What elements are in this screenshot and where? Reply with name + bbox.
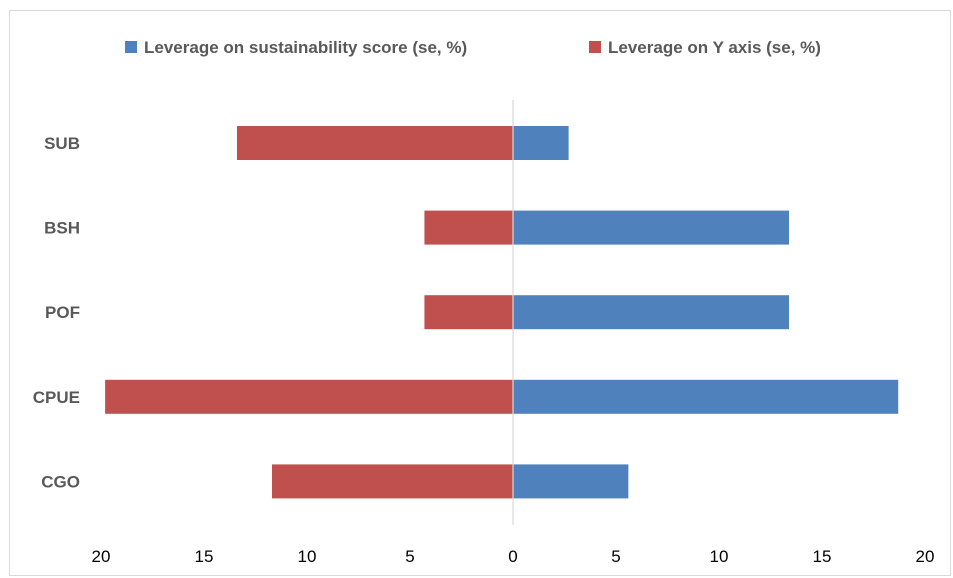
category-labels: SUB BSH POF CPUE CGO [33,134,80,491]
bar-pof-sustainability [513,295,790,330]
x-tick-label: 5 [405,547,414,566]
category-label-sub: SUB [44,134,80,153]
category-label-bsh: BSH [44,219,80,238]
legend-label-0: Leverage on sustainability score (se, %) [144,38,467,57]
bar-pof-y-axis [424,295,513,330]
category-label-pof: POF [45,303,80,322]
category-label-cgo: CGO [41,472,80,491]
legend-swatch-1 [589,41,601,53]
bar-cgo-sustainability [513,464,629,499]
bar-cgo-y-axis [271,464,513,499]
legend: Leverage on sustainability score (se, %)… [125,38,821,57]
x-tick-label: 10 [710,547,729,566]
bar-cpue-y-axis [105,379,514,414]
bar-cpue-sustainability [513,379,899,414]
category-label-cpue: CPUE [33,388,80,407]
x-tick-label: 15 [813,547,832,566]
bar-sub-y-axis [236,126,513,160]
legend-swatch-0 [125,41,137,53]
bar-bsh-y-axis [424,210,513,245]
x-tick-label: 20 [92,547,111,566]
bars [105,126,899,499]
x-tick-label: 10 [298,547,317,566]
bar-sub-sustainability [513,126,569,160]
x-tick-label: 15 [195,547,214,566]
x-tick-labels: 20 15 10 5 0 5 10 15 20 [92,547,935,566]
x-tick-label: 0 [508,547,517,566]
legend-label-1: Leverage on Y axis (se, %) [608,38,821,57]
bar-bsh-sustainability [513,210,790,245]
x-tick-label: 5 [611,547,620,566]
x-tick-label: 20 [916,547,935,566]
